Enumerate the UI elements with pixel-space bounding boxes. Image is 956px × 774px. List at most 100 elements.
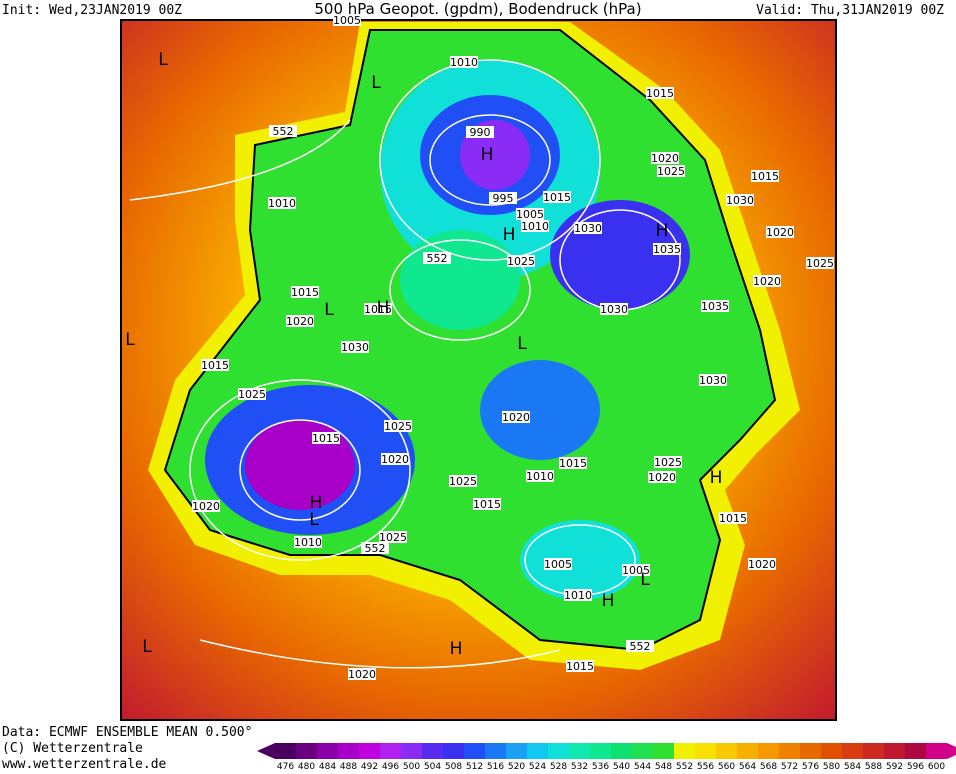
colorbar-swatch (569, 743, 590, 759)
isobar-label: 1025 (806, 257, 834, 270)
label-box (648, 471, 676, 483)
label-box (806, 257, 834, 269)
map-frame (120, 19, 837, 721)
colorbar-swatch (737, 743, 758, 759)
label-box (699, 374, 727, 386)
label-box (333, 14, 361, 26)
label-box (449, 475, 477, 487)
pressure-center: L (125, 330, 135, 350)
colorbar-swatch (359, 743, 380, 759)
pressure-center: H (310, 493, 323, 513)
label-box (753, 275, 781, 287)
colorbar-label: 520 (508, 762, 525, 770)
colorbar-swatch (527, 743, 548, 759)
pressure-center: H (710, 468, 723, 488)
isobar-label: 1010 (268, 197, 296, 210)
colorbar-label: 596 (907, 762, 924, 770)
pressure-center: L (158, 50, 168, 70)
colorbar-swatch (926, 743, 947, 759)
isobar-label: 1030 (726, 194, 754, 207)
label-box (751, 170, 779, 182)
isobar-label: 1015 (751, 170, 779, 183)
isobar-label: 552 (273, 125, 294, 138)
label-box (748, 558, 776, 570)
isobar-label: 1005 (544, 558, 572, 571)
colorbar-label: 548 (655, 762, 672, 770)
label-box (286, 315, 314, 327)
pressure-center: L (324, 300, 334, 320)
label-box (516, 208, 544, 220)
label-box (379, 531, 407, 543)
colorbar-swatch (317, 743, 338, 759)
colorbar-arrow (947, 743, 956, 759)
label-box (701, 300, 729, 312)
label-box (564, 589, 592, 601)
green-area (400, 230, 520, 330)
colorbar-swatch (443, 743, 464, 759)
label-box (364, 303, 392, 315)
label-box (466, 126, 494, 138)
footer-data: Data: ECMWF ENSEMBLE MEAN 0.500° (2, 725, 252, 740)
label-box (646, 87, 674, 99)
colorbar-label: 568 (760, 762, 777, 770)
colorbar-label: 480 (298, 762, 315, 770)
colorbar-label: 536 (592, 762, 609, 770)
colorbar-label: 576 (802, 762, 819, 770)
label-box (543, 191, 571, 203)
colorbar-label: 580 (823, 762, 840, 770)
isobar-label: 1020 (381, 453, 409, 466)
cyan-area (520, 520, 640, 600)
label-box (600, 303, 628, 315)
isobar-label: 1020 (766, 226, 794, 239)
label-box (651, 152, 679, 164)
colorbar-swatch (821, 743, 842, 759)
isobar-label: 1035 (653, 243, 681, 256)
isobar-label: 1010 (294, 536, 322, 549)
isobar-label: 552 (427, 252, 448, 265)
isobar-label: 1020 (286, 315, 314, 328)
colorbar-label: 552 (676, 762, 693, 770)
isobar-label: 1015 (543, 191, 571, 204)
isobar-label: 1015 (719, 512, 747, 525)
colorbar-label: 500 (403, 762, 420, 770)
isobar-label: 1010 (526, 470, 554, 483)
isobar-label: 1015 (559, 457, 587, 470)
colorbar-label: 492 (361, 762, 378, 770)
label-box (526, 470, 554, 482)
isobar-label: 1020 (648, 471, 676, 484)
colorbar-swatch (485, 743, 506, 759)
isobar-label: 1015 (201, 359, 229, 372)
label-box (381, 453, 409, 465)
init-text: Init: Wed,23JAN2019 00Z (2, 3, 182, 18)
valid-text: Valid: Thu,31JAN2019 00Z (756, 3, 944, 18)
label-box (423, 252, 451, 264)
isobar-label: 990 (470, 126, 491, 139)
colorbar-label: 476 (277, 762, 294, 770)
isobar-label: 1020 (192, 500, 220, 513)
label-box (521, 220, 549, 232)
label-box (626, 640, 654, 652)
label-box (269, 125, 297, 137)
colorbar-swatch (401, 743, 422, 759)
label-box (341, 341, 369, 353)
isobar-label: 995 (493, 192, 514, 205)
colorbar-swatch (695, 743, 716, 759)
colorbar-swatch (275, 743, 296, 759)
label-box (201, 359, 229, 371)
label-box (473, 498, 501, 510)
isobar-label: 1015 (473, 498, 501, 511)
pressure-center: L (517, 334, 527, 354)
colorbar-label: 560 (718, 762, 735, 770)
isobar-label: 552 (365, 542, 386, 555)
isobar-label: 1020 (748, 558, 776, 571)
label-box (384, 420, 412, 432)
label-box (192, 500, 220, 512)
colorbar-label: 516 (487, 762, 504, 770)
label-box (502, 411, 530, 423)
colorbar-label: 592 (886, 762, 903, 770)
colorbar-swatch (674, 743, 695, 759)
colorbar-swatch (611, 743, 632, 759)
colorbar-label: 484 (319, 762, 336, 770)
isobar-label: 552 (630, 640, 651, 653)
